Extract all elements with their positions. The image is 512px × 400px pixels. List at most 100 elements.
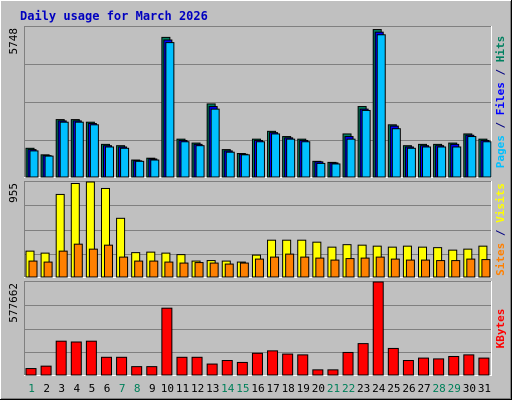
bar-pages-face [29, 150, 39, 178]
day-bars-visits-sites-6 [100, 187, 113, 278]
panel-visits-sites: 955 Sites / Visits [7, 181, 507, 278]
bar-pages [391, 128, 401, 178]
day-bars-hits-files-pages-3 [55, 119, 69, 178]
day-label-5: 5 [89, 382, 96, 395]
bar-sites-face [58, 250, 68, 278]
day-label-17: 17 [266, 382, 279, 395]
day-bars-hits-files-pages-30 [463, 133, 477, 178]
bar-pages-face [225, 151, 235, 178]
day-bars-kbytes-13 [206, 363, 218, 376]
bar-kbytes-face [342, 351, 354, 376]
day-bars-kbytes-22 [342, 351, 354, 376]
bar-pages-face [255, 141, 265, 178]
day-label-12: 12 [191, 382, 204, 395]
day-label-14: 14 [221, 382, 235, 395]
day-label-2: 2 [43, 382, 50, 395]
bar-kbytes [402, 360, 414, 376]
bar-kbytes-face [146, 366, 158, 376]
day-bars-visits-sites-11 [176, 254, 189, 278]
day-bars-hits-files-pages-16 [251, 138, 265, 178]
bar-pages [120, 147, 130, 178]
bar-pages-face [286, 138, 296, 178]
day-bars-kbytes-10 [161, 307, 173, 376]
day-bars-visits-sites-8 [131, 252, 144, 278]
bar-sites [119, 256, 129, 278]
bar-pages-face [361, 109, 371, 178]
bar-pages [165, 42, 175, 178]
day-bars-kbytes-31 [478, 357, 490, 376]
day-bars-kbytes-25 [387, 347, 399, 376]
bar-sites [330, 259, 340, 278]
day-bars-hits-files-pages-11 [176, 138, 190, 178]
bar-pages [225, 151, 235, 178]
day-bars-kbytes-17 [267, 350, 279, 376]
day-bars-hits-files-pages-29 [448, 142, 462, 178]
bar-pages [74, 121, 84, 178]
bar-pages-face [135, 160, 145, 178]
bar-kbytes-face [312, 369, 324, 376]
bar-kbytes-face [176, 356, 188, 376]
day-label-29: 29 [448, 382, 461, 395]
day-bars-hits-files-pages-4 [70, 119, 84, 178]
day-label-11: 11 [176, 382, 189, 395]
bar-pages [195, 145, 205, 178]
bar-sites-face [119, 256, 129, 278]
day-label-31: 31 [478, 382, 491, 395]
bar-kbytes-face [478, 357, 490, 376]
bar-pages-face [74, 121, 84, 178]
bar-sites-face [330, 259, 340, 278]
legend-part: Pages [494, 135, 507, 168]
bar-kbytes-face [387, 347, 399, 376]
day-label-22: 22 [342, 382, 355, 395]
bar-kbytes [40, 365, 52, 376]
bar-pages-face [422, 146, 432, 178]
bar-pages-face [467, 136, 477, 178]
day-bars-visits-sites-13 [206, 260, 219, 278]
bar-kbytes [282, 353, 294, 376]
bar-kbytes-face [221, 360, 233, 376]
bar-sites [405, 259, 415, 278]
bar-kbytes [206, 363, 218, 376]
day-bars-kbytes-27 [418, 357, 430, 376]
bar-pages-face [391, 128, 401, 178]
day-bars-hits-files-pages-22 [342, 133, 356, 178]
bar-kbytes [448, 355, 460, 376]
day-bars-hits-files-pages-23 [357, 106, 371, 178]
day-bars-visits-sites-27 [418, 246, 431, 278]
bar-pages [316, 162, 326, 178]
series-legend-visits-sites: Sites / Visits [494, 183, 507, 276]
bar-sites-face [88, 248, 98, 278]
day-bars-hits-files-pages-25 [387, 124, 401, 178]
day-bars-visits-sites-2 [40, 252, 53, 278]
bar-pages [482, 141, 492, 178]
bar-sites [209, 262, 219, 278]
bar-sites-face [436, 260, 446, 278]
day-bars-hits-files-pages-15 [236, 153, 250, 178]
legend-part: KBytes [494, 309, 507, 349]
bar-sites [360, 257, 370, 278]
bar-sites-face [28, 260, 38, 278]
day-label-25: 25 [387, 382, 400, 395]
y-max-label-visits-sites: 955 [7, 183, 20, 203]
bar-pages [89, 124, 99, 178]
legend-part: Hits [494, 36, 507, 63]
bar-pages [346, 138, 356, 178]
day-bars-hits-files-pages-20 [312, 160, 326, 178]
day-bars-hits-files-pages-21 [327, 161, 341, 178]
day-label-6: 6 [104, 382, 111, 395]
day-bars-hits-files-pages-12 [191, 142, 205, 178]
day-bars-hits-files-pages-10 [161, 36, 175, 178]
day-label-19: 19 [297, 382, 310, 395]
day-bars-kbytes-7 [116, 356, 128, 376]
bar-sites [451, 260, 461, 278]
bar-kbytes [478, 357, 490, 376]
bar-pages [361, 109, 371, 178]
day-bars-hits-files-pages-1 [25, 147, 39, 178]
bar-kbytes-face [402, 360, 414, 376]
day-label-13: 13 [206, 382, 219, 395]
bar-kbytes [418, 357, 430, 376]
bar-sites [43, 261, 53, 278]
day-bars-visits-sites-26 [402, 245, 415, 278]
bar-kbytes-face [55, 340, 67, 376]
day-bars-kbytes-18 [282, 353, 294, 376]
